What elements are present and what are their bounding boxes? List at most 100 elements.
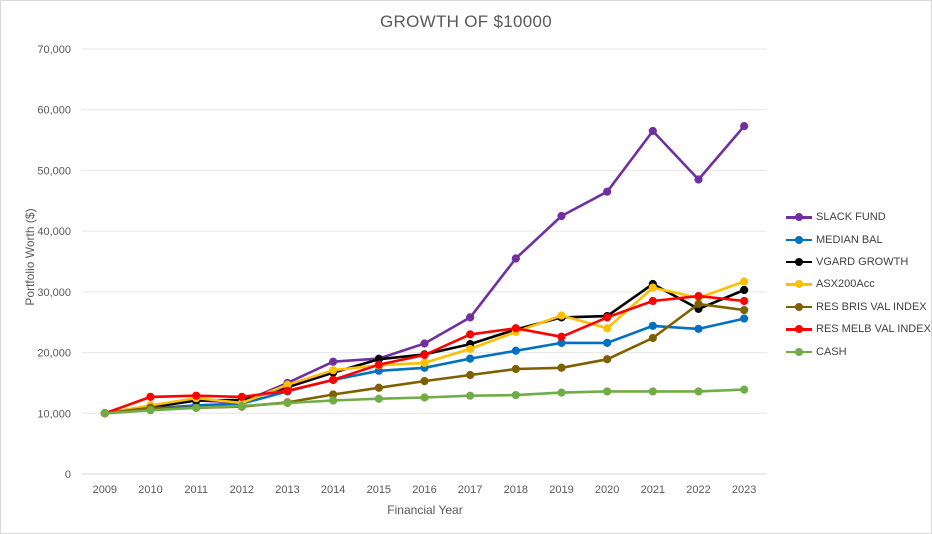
data-point-res-melb-val-index <box>694 292 703 301</box>
legend-item-vgard-growth: VGARD GROWTH <box>786 251 931 273</box>
data-point-cash <box>329 396 338 405</box>
legend-swatch <box>786 234 812 246</box>
x-tick-label: 2016 <box>412 484 436 496</box>
legend: SLACK FUND MEDIAN BAL VGARD GROWTH ASX200Ac… <box>786 206 931 363</box>
data-point-res-melb-val-index <box>511 324 520 333</box>
x-tick-label: 2011 <box>184 484 208 496</box>
data-point-res-melb-val-index <box>648 296 657 306</box>
data-point-cash <box>420 393 429 402</box>
legend-item-res-melb-val-index: RES MELB VAL INDEX <box>786 318 931 340</box>
data-point-asx200acc <box>466 344 475 354</box>
legend-swatch <box>786 211 812 223</box>
data-point-asx200acc <box>329 366 338 375</box>
data-point-cash <box>511 390 520 400</box>
legend-label: SLACK FUND <box>816 211 886 224</box>
data-point-cash <box>694 387 703 396</box>
y-tick-label: 10,000 <box>37 408 71 420</box>
data-point-res-melb-val-index <box>603 313 612 322</box>
data-point-cash <box>237 401 246 411</box>
data-point-res-bris-val-index <box>648 333 657 343</box>
x-tick-label: 2013 <box>275 484 299 496</box>
data-point-median-bal <box>466 354 475 363</box>
data-point-median-bal <box>511 346 520 355</box>
y-tick-label: 20,000 <box>37 348 71 360</box>
legend-label: RES BRIS VAL INDEX <box>816 300 927 313</box>
data-point-cash <box>557 388 566 397</box>
data-point-asx200acc <box>557 311 566 320</box>
legend-label: CASH <box>816 345 847 358</box>
legend-swatch <box>786 301 812 313</box>
data-point-median-bal <box>694 324 703 333</box>
data-point-asx200acc <box>740 277 749 286</box>
x-tick-label: 2014 <box>321 484 345 496</box>
x-tick-label: 2012 <box>230 484 254 496</box>
data-point-cash <box>100 409 109 418</box>
legend-label: VGARD GROWTH <box>816 255 909 268</box>
data-point-cash <box>740 385 749 394</box>
data-point-cash <box>603 387 612 396</box>
x-tick-label: 2018 <box>504 484 528 496</box>
y-tick-label: 30,000 <box>37 287 71 299</box>
legend-swatch <box>786 323 812 335</box>
data-point-slack-fund <box>603 187 612 196</box>
x-tick-label: 2020 <box>595 484 619 496</box>
data-point-slack-fund <box>557 211 566 221</box>
data-point-cash <box>466 391 475 400</box>
y-tick-label: 60,000 <box>37 105 71 117</box>
data-point-median-bal <box>648 321 657 330</box>
legend-label: ASX200Acc <box>816 278 875 291</box>
data-point-res-melb-val-index <box>557 332 566 341</box>
data-point-cash <box>283 398 292 408</box>
chart-title: GROWTH OF $10000 <box>379 12 552 31</box>
data-point-slack-fund <box>420 339 429 348</box>
data-point-asx200acc <box>603 324 612 333</box>
legend-item-median-bal: MEDIAN BAL <box>786 228 931 250</box>
x-tick-label: 2022 <box>686 484 710 496</box>
data-point-asx200acc <box>420 358 429 367</box>
data-point-vgard-growth <box>740 285 749 295</box>
legend-item-asx200acc: ASX200Acc <box>786 273 931 295</box>
x-tick-label: 2009 <box>93 484 117 496</box>
legend-swatch <box>786 346 812 358</box>
legend-label: MEDIAN BAL <box>816 233 883 246</box>
data-point-res-bris-val-index <box>557 363 566 372</box>
legend-item-res-bris-val-index: RES BRIS VAL INDEX <box>786 296 931 318</box>
legend-swatch <box>786 256 812 268</box>
data-point-res-bris-val-index <box>374 383 383 392</box>
y-tick-label: 70,000 <box>37 44 71 56</box>
data-point-cash <box>192 403 201 412</box>
legend-label: RES MELB VAL INDEX <box>816 323 931 336</box>
x-tick-label: 2023 <box>732 484 756 496</box>
data-point-cash <box>374 394 383 403</box>
data-point-res-melb-val-index <box>466 330 475 339</box>
data-point-res-melb-val-index <box>192 391 201 400</box>
data-point-slack-fund <box>694 175 703 184</box>
data-point-res-melb-val-index <box>237 392 246 401</box>
data-point-slack-fund <box>466 313 475 322</box>
data-point-res-melb-val-index <box>374 360 383 369</box>
data-point-res-melb-val-index <box>740 296 749 306</box>
data-point-slack-fund <box>740 122 749 131</box>
data-point-res-melb-val-index <box>283 386 292 395</box>
data-point-res-bris-val-index <box>511 364 520 374</box>
x-tick-label: 2021 <box>641 484 665 496</box>
data-point-slack-fund <box>511 254 520 263</box>
data-point-slack-fund <box>329 357 338 366</box>
data-point-res-bris-val-index <box>420 377 429 386</box>
data-point-res-bris-val-index <box>466 370 475 380</box>
y-tick-label: 40,000 <box>37 226 71 238</box>
legend-item-slack-fund: SLACK FUND <box>786 206 931 228</box>
data-point-median-bal <box>603 338 612 347</box>
y-tick-label: 50,000 <box>37 165 71 177</box>
data-point-cash <box>146 406 155 415</box>
y-tick-label: 0 <box>65 469 71 481</box>
x-axis-label: Financial Year <box>387 503 463 517</box>
x-tick-label: 2017 <box>458 484 482 496</box>
data-point-cash <box>648 387 657 396</box>
x-tick-label: 2015 <box>367 484 391 496</box>
legend-item-cash: CASH <box>786 340 931 362</box>
x-tick-label: 2010 <box>138 484 162 496</box>
legend-swatch <box>786 278 812 290</box>
